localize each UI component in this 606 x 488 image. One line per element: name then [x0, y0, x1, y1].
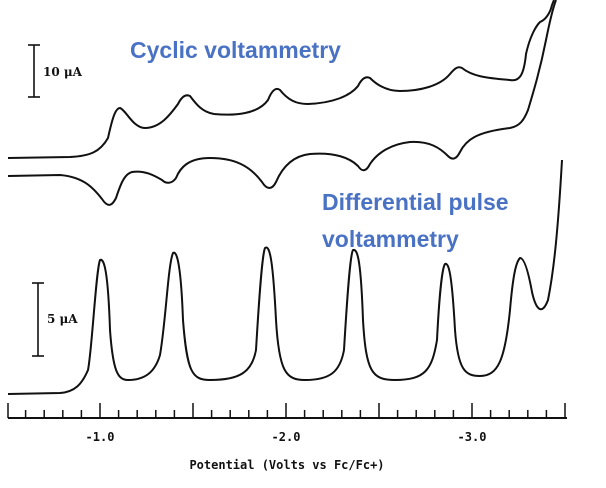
dpv-title-line-1: Differential pulse	[322, 189, 509, 215]
dpv-scale-bar: 5 μA	[32, 282, 78, 357]
cv-forward-sweep-line	[7, 0, 555, 159]
potential-axis: -1.0 -2.0 -3.0 Potential (Volts vs Fc/Fc…	[7, 403, 567, 472]
x-axis-minor-ticks	[7, 403, 566, 418]
x-tick-label: -2.0	[272, 430, 301, 444]
x-axis-title: Potential (Volts vs Fc/Fc+)	[189, 458, 384, 472]
dpv-line	[7, 159, 563, 395]
dpv-title-line-2: voltammetry	[322, 226, 459, 252]
cv-scale-bar: 10 μA	[28, 44, 83, 98]
dpv-scale-label: 5 μA	[47, 312, 78, 326]
x-tick-label: -1.0	[86, 430, 115, 444]
cv-reverse-sweep-line	[7, 0, 557, 206]
cv-scale-label: 10 μA	[43, 65, 83, 79]
cv-title: Cyclic voltammetry	[130, 37, 341, 63]
x-tick-label: -3.0	[458, 430, 487, 444]
